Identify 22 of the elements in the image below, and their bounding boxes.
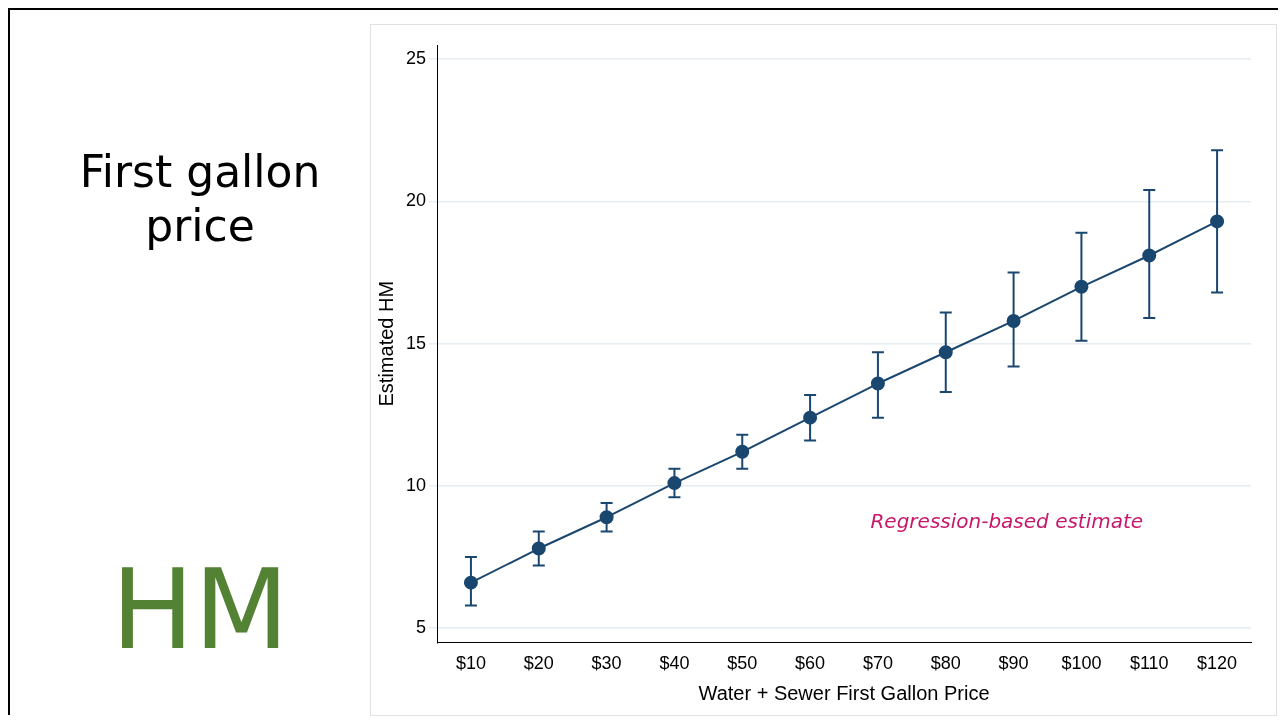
text: HM (110, 546, 290, 674)
x-tick-label: $110 (1129, 653, 1169, 674)
x-tick-label: $10 (455, 653, 486, 674)
y-tick-label: 25 (405, 48, 427, 69)
x-tick-label: $120 (1197, 653, 1238, 674)
x-tick-label: $40 (659, 653, 690, 674)
y-tick-label: 5 (416, 617, 427, 638)
annotation: Regression-based estimate (870, 509, 1144, 534)
y-tick-label: 10 (405, 474, 427, 495)
x-tick-label: $70 (862, 653, 893, 674)
x-tick-label: $20 (523, 653, 554, 674)
x-axis-title: Water + Sewer First Gallon Price (698, 681, 990, 704)
x-tick-label: $30 (591, 653, 622, 674)
text: First gallon price (78, 145, 322, 253)
x-tick-label: $100 (1061, 653, 1102, 674)
x-tick-label: $60 (795, 653, 826, 674)
y-tick-label: 20 (405, 190, 427, 211)
x-tick-label: $80 (930, 653, 961, 674)
y-axis-title: Estimated HM (374, 280, 397, 407)
x-tick-label: $50 (727, 653, 758, 674)
y-tick-label: 15 (405, 332, 427, 353)
x-tick-label: $90 (998, 653, 1029, 674)
